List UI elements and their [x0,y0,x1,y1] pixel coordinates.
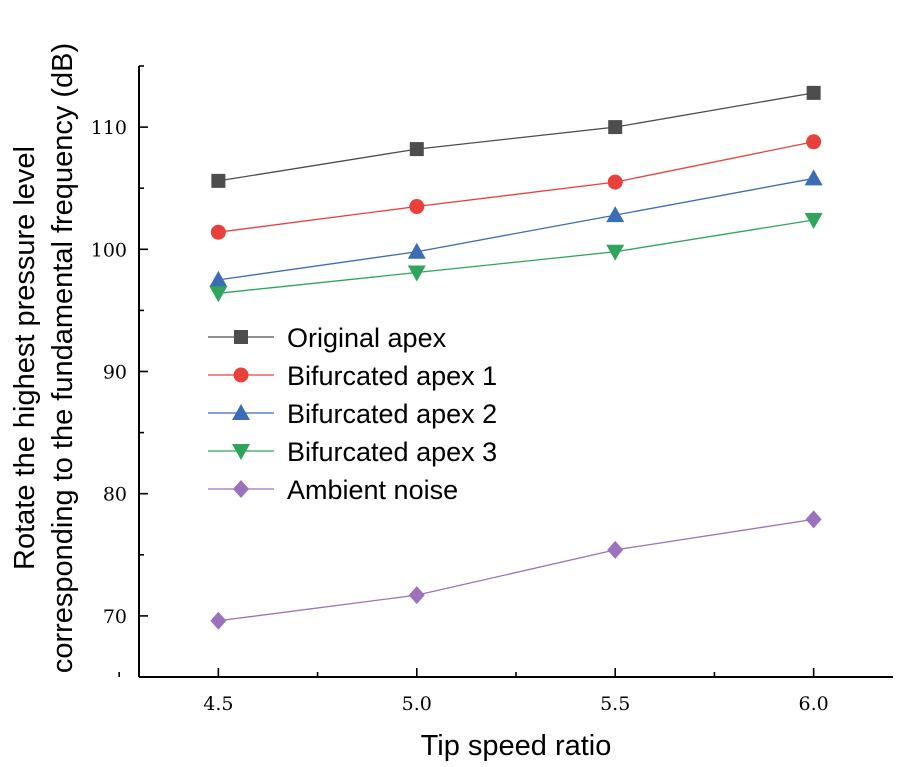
axes: 70 80 90 100 110 4.5 5.0 5.5 6.0 [91,65,893,715]
legend-marker [234,330,248,344]
y-axis-title-line-1: Rotate the highest pressure level [9,146,41,570]
data-point [210,224,226,240]
series-line [218,141,814,233]
legend-marker [232,444,250,460]
legend-item: Bifurcated apex 3 [208,437,497,467]
y-tick-label: 70 [103,606,127,628]
x-tick-label: 6.0 [799,693,829,715]
data-point [409,199,425,215]
data-point [209,270,228,287]
y-tick-label: 80 [103,484,127,506]
series-1 [211,85,821,188]
legend-marker [233,480,249,498]
series-3 [209,169,823,287]
y-tick-label: 110 [91,117,127,139]
legend-label: Bifurcated apex 2 [287,399,497,429]
data-point [209,286,228,303]
legend-marker [233,367,249,383]
data-point [804,169,823,186]
data-point [608,120,623,135]
data-point [806,85,821,100]
data-point [407,242,426,259]
data-point [409,142,424,157]
data-point [606,206,625,223]
series-line [218,177,814,281]
data-point [606,244,625,261]
data-point [607,540,624,559]
data-point [408,586,425,605]
series-line [218,518,814,622]
legend-label: Bifurcated apex 3 [287,437,497,467]
series-2 [210,134,822,240]
legend-item: Ambient noise [208,475,458,505]
series-layer [209,85,823,630]
data-point [210,611,227,630]
y-tick-label: 90 [103,362,127,384]
x-axis-title: Tip speed ratio [421,730,612,762]
legend-item: Bifurcated apex 2 [208,399,497,429]
x-tick-label: 5.0 [402,693,432,715]
data-point [804,212,823,229]
series-line [218,219,814,294]
data-point [211,173,226,188]
legend: Original apex Bifurcated apex 1 Bifurcated… [208,323,497,505]
legend-marker [232,404,250,420]
x-tick-label: 5.5 [600,693,630,715]
series-5 [210,510,822,630]
x-tick-label: 4.5 [203,693,233,715]
series-4 [209,212,823,303]
data-point [805,510,822,529]
legend-item: Original apex [208,323,447,353]
legend-item: Bifurcated apex 1 [208,361,497,391]
data-point [407,265,426,282]
legend-label: Bifurcated apex 1 [287,361,497,391]
legend-label: Original apex [287,323,447,353]
legend-label: Ambient noise [287,475,458,505]
data-point [806,134,822,150]
data-point [607,174,623,190]
y-axis-title-line-2: corresponding to the fundamental frequen… [47,43,79,673]
y-tick-label: 100 [91,239,127,261]
series-line [218,92,814,182]
